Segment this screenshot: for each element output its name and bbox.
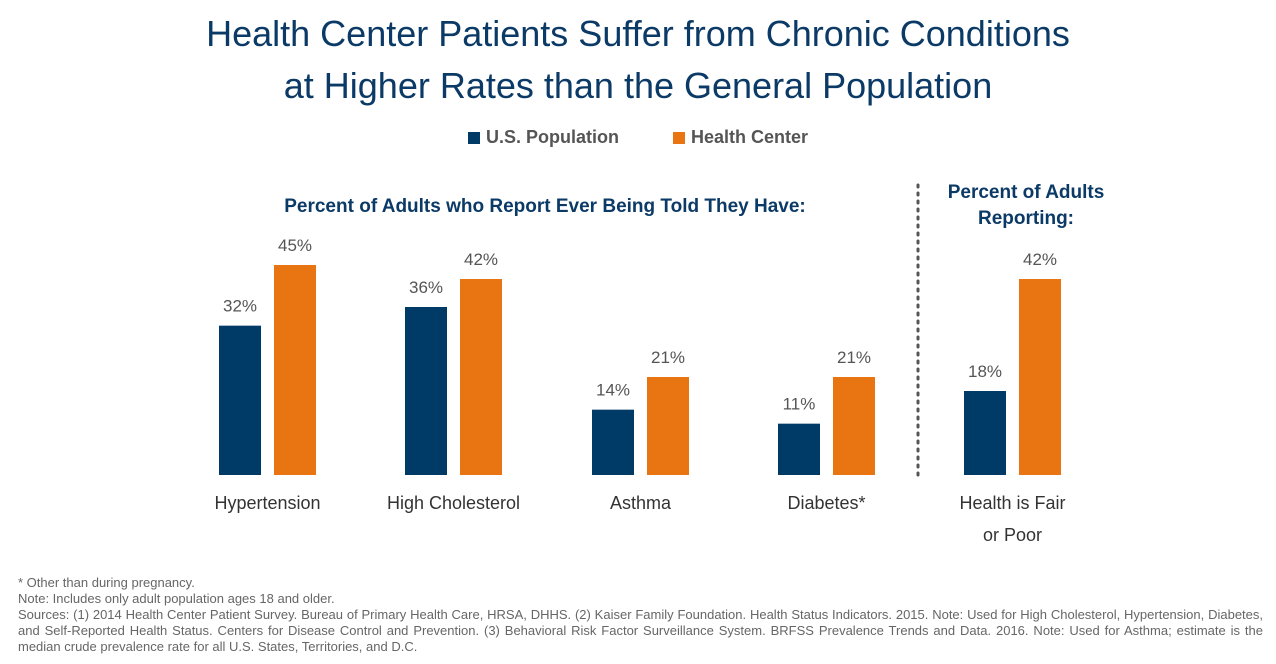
footnote-asterisk: * Other than during pregnancy. [18,575,195,590]
bar-chart: 32% 45% Hypertension 36% 42% High Cholesterol… [214,183,1066,545]
data-label-health-center-asthma: 21% [651,348,685,367]
bar-u-s-population-diabetes [778,423,820,475]
category-label-asthma: Asthma [610,493,672,513]
legend: U.S. Population Health Center [0,127,1276,148]
data-label-u-s-population-diabetes: 11% [783,395,816,414]
data-label-u-s-population-hypertension: 32% [223,297,257,316]
legend-item-us-population: U.S. Population [467,127,619,148]
bar-health-center-high-cholesterol [460,279,502,475]
data-label-health-center-health-is-fair-or-poor: 42% [1023,250,1057,269]
bar-health-center-asthma [647,377,689,475]
category-label-health-is-fair-or-poor-line1: Health is Fair [959,493,1065,513]
bar-health-center-diabetes [833,377,875,475]
category-label-diabetes: Diabetes* [787,493,865,513]
subhead-right-line2: Reporting: [977,208,1075,229]
data-label-u-s-population-asthma: 14% [596,381,630,400]
subhead-left: Percent of Adults who Report Ever Being … [284,196,806,217]
category-label-health-is-fair-or-poor-line2: or Poor [983,525,1042,545]
subhead-right: Percent of Adults Reporting: [926,180,1126,232]
footnote-sources: Sources: (1) 2014 Health Center Patient … [18,607,1263,654]
legend-label-health-center: Health Center [690,127,809,147]
subhead-right-line1: Percent of Adults [947,182,1105,203]
chart-title-line1: Health Center Patients Suffer from Chron… [206,13,1070,54]
footnote-note: Note: Includes only adult population age… [18,591,335,606]
data-label-u-s-population-health-is-fair-or-poor: 18% [968,362,1002,381]
category-label-high-cholesterol: High Cholesterol [387,493,520,513]
legend-swatch-health-center [672,131,685,144]
category-label-hypertension: Hypertension [214,493,320,513]
data-label-health-center-high-cholesterol: 42% [464,250,498,269]
bar-u-s-population-asthma [592,409,634,475]
legend-item-health-center: Health Center [672,127,809,148]
legend-swatch-us-population [467,131,480,144]
bar-health-center-health-is-fair-or-poor [1019,279,1061,475]
bar-u-s-population-health-is-fair-or-poor [964,391,1006,475]
bar-health-center-hypertension [274,265,316,475]
legend-label-us-population: U.S. Population [485,127,619,147]
chart-title-line2: at Higher Rates than the General Populat… [283,65,993,106]
bar-u-s-population-hypertension [219,325,261,475]
bar-u-s-population-high-cholesterol [405,307,447,475]
data-label-health-center-diabetes: 21% [837,348,871,367]
data-label-health-center-hypertension: 45% [278,236,312,255]
data-label-u-s-population-high-cholesterol: 36% [409,278,443,297]
footnotes: * Other than during pregnancy. Note: Inc… [18,575,1263,655]
